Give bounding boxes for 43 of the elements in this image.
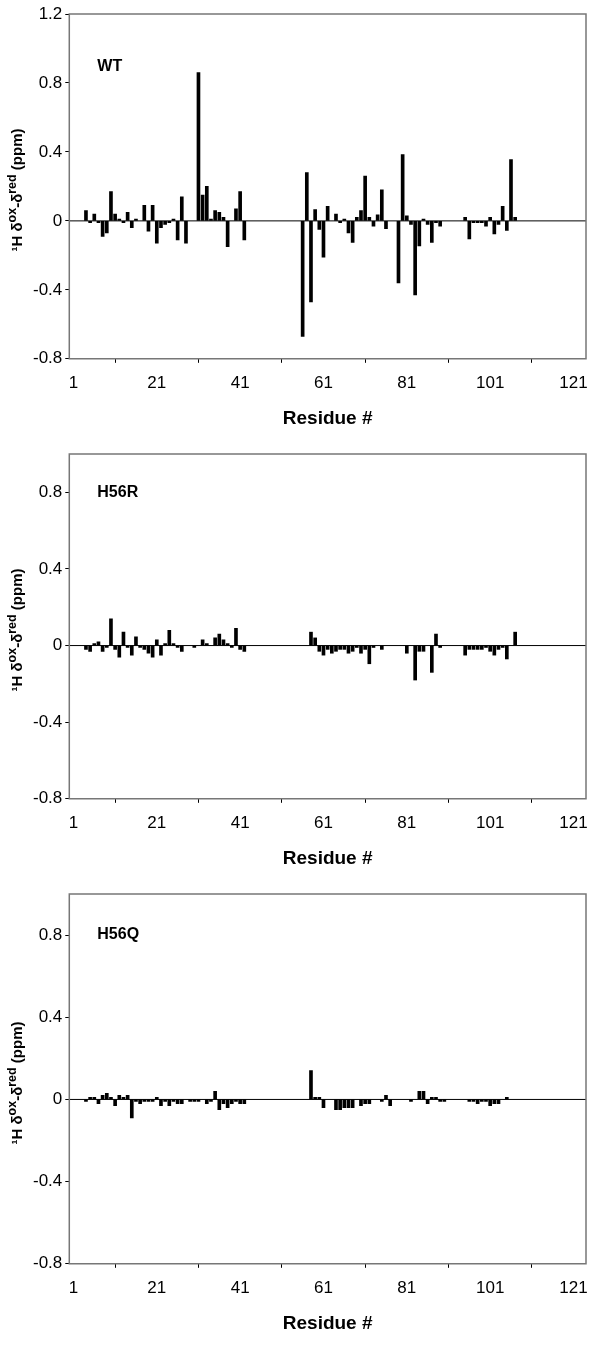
y-tick-label: 0 xyxy=(52,635,63,655)
x-tick-label: 21 xyxy=(147,372,167,392)
x-tick-label: 81 xyxy=(397,372,417,392)
x-tick-label: 21 xyxy=(147,1277,167,1297)
text: H56R xyxy=(97,482,139,500)
x-tick-label: 41 xyxy=(230,372,250,392)
x-tick-label: 1 xyxy=(68,372,79,392)
x-tick-label: 41 xyxy=(230,1277,250,1297)
x-tick-label: 61 xyxy=(314,372,333,392)
x-axis-title: Residue # xyxy=(282,846,373,868)
x-tick-label: 41 xyxy=(230,812,250,832)
x-tick-label: 101 xyxy=(475,1277,505,1297)
x-tick-label: 81 xyxy=(397,1277,417,1297)
text: WT xyxy=(97,57,123,75)
x-tick-label: 121 xyxy=(559,812,588,832)
text: H56Q xyxy=(97,925,140,943)
x-tick-label: 61 xyxy=(314,1277,333,1297)
x-tick-label: 121 xyxy=(559,1277,588,1297)
x-tick-label: 101 xyxy=(475,812,505,832)
x-axis-title: Residue # xyxy=(282,406,373,428)
y-tick-label: 0.4 xyxy=(38,558,63,578)
x-tick-label: 101 xyxy=(475,372,505,392)
y-tick-label: 0.8 xyxy=(38,924,63,944)
y-tick-label: 0 xyxy=(52,210,63,230)
x-tick-label: 21 xyxy=(147,812,167,832)
y-tick-label: -0.4 xyxy=(33,279,63,299)
y-tick-label: -0.4 xyxy=(33,1171,63,1191)
y-tick-label: -0.4 xyxy=(33,711,63,731)
y-tick-label: 0 xyxy=(52,1089,63,1109)
y-tick-label: -0.8 xyxy=(33,788,63,808)
x-tick-label: 1 xyxy=(68,812,79,832)
x-tick-label: 61 xyxy=(314,812,333,832)
x-tick-label: 81 xyxy=(397,812,417,832)
x-axis-title: Residue # xyxy=(282,1311,373,1333)
y-tick-label: -0.8 xyxy=(33,348,63,368)
y-tick-label: 0.4 xyxy=(38,141,63,161)
y-tick-label: 0.8 xyxy=(38,72,63,92)
y-tick-label: -0.8 xyxy=(33,1253,63,1273)
y-tick-label: 0.8 xyxy=(38,482,63,501)
y-tick-label: 1.2 xyxy=(38,3,63,23)
x-tick-label: 1 xyxy=(68,1277,79,1297)
y-tick-label: 0.4 xyxy=(38,1006,63,1026)
x-tick-label: 121 xyxy=(559,372,588,392)
